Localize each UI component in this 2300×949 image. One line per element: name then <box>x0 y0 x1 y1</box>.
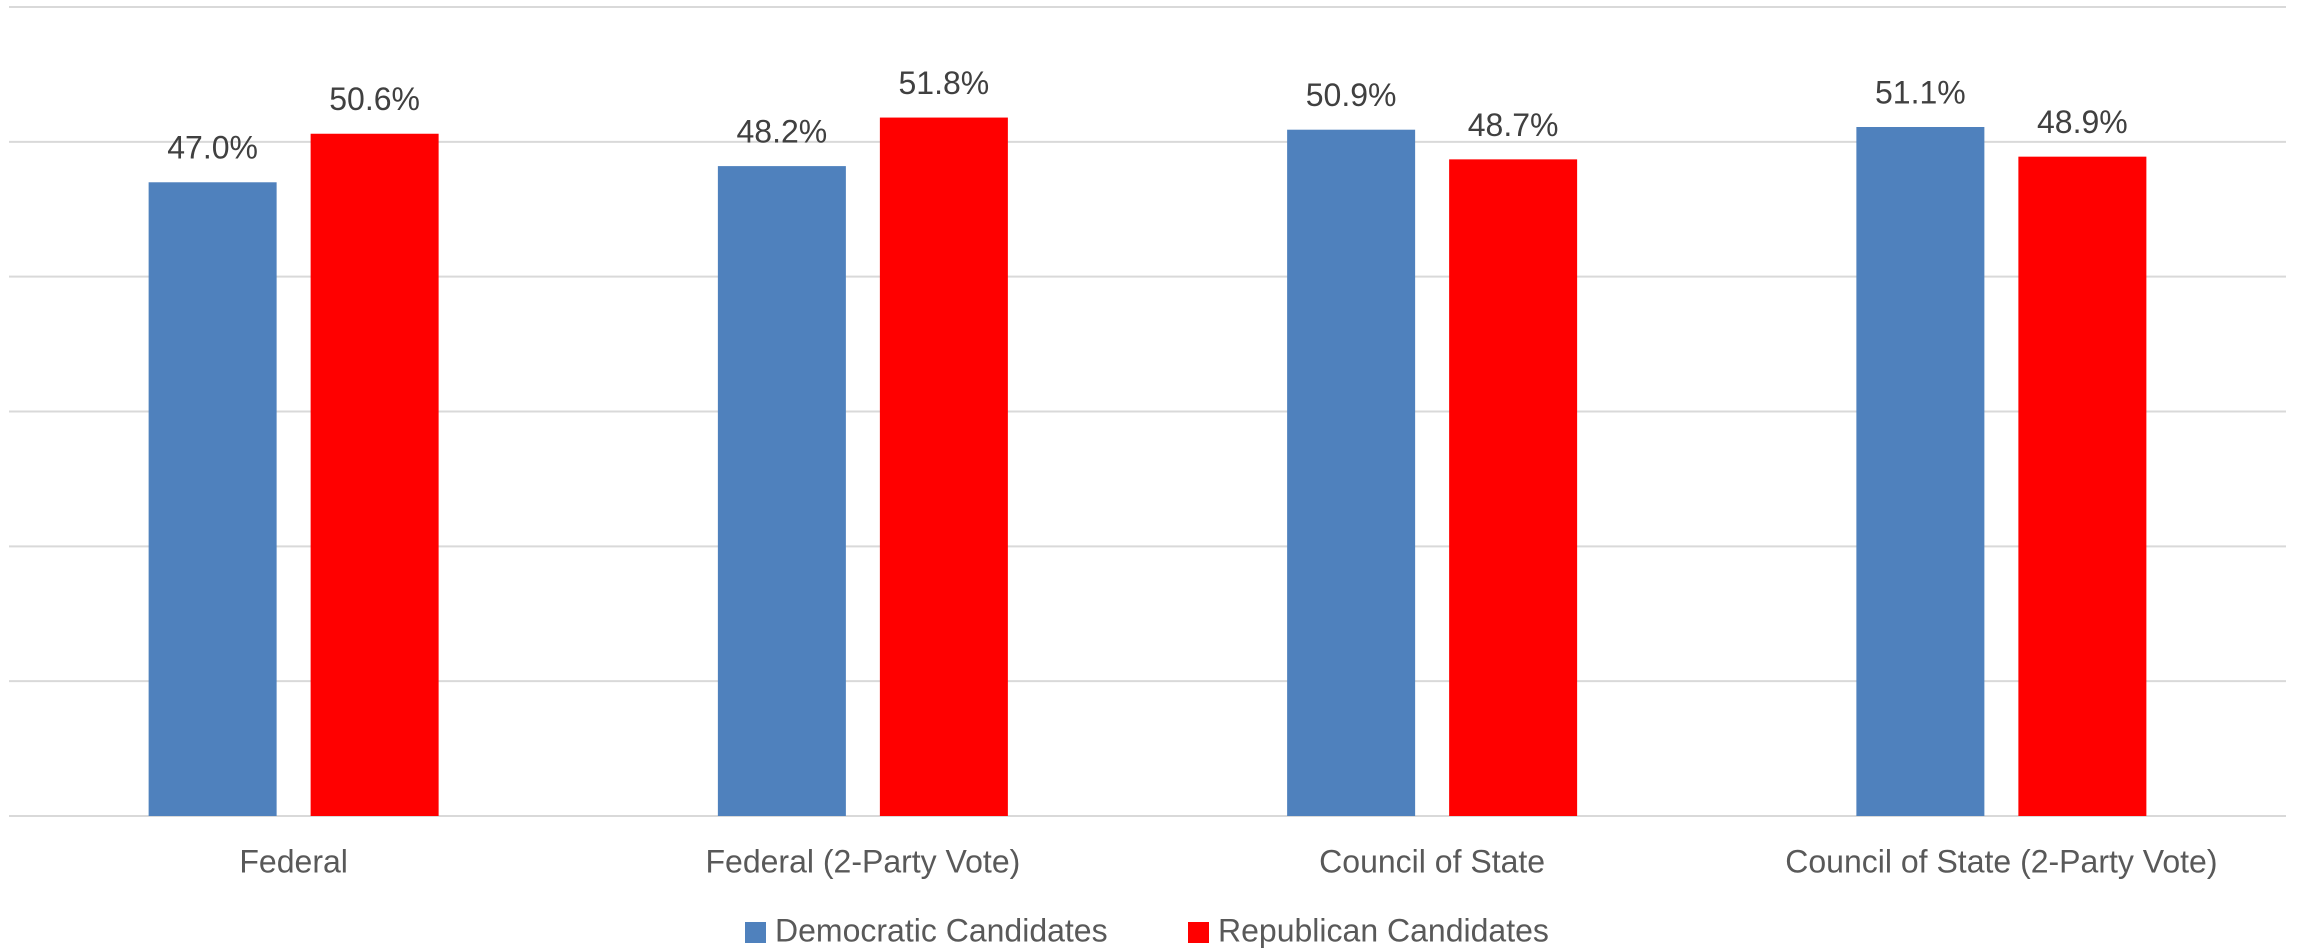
x-tick-label: Council of State <box>1319 843 1545 879</box>
data-label: 48.2% <box>737 114 828 150</box>
data-label: 48.7% <box>1468 107 1559 143</box>
data-label: 50.9% <box>1306 77 1397 113</box>
data-label: 51.8% <box>899 65 990 101</box>
legend-label: Republican Candidates <box>1218 912 1549 948</box>
bar <box>1449 159 1578 816</box>
legend-swatch <box>745 922 766 943</box>
x-tick-label: Federal <box>239 843 348 879</box>
bar <box>1856 127 1985 817</box>
bar <box>1287 129 1416 816</box>
legend-swatch <box>1188 922 1209 943</box>
data-label: 51.1% <box>1875 74 1966 110</box>
bar <box>717 166 846 816</box>
bar <box>2018 156 2147 817</box>
x-tick-label: Council of State (2-Party Vote) <box>1785 843 2217 879</box>
x-tick-label: Federal (2-Party Vote) <box>705 843 1020 879</box>
legend-label: Democratic Candidates <box>775 912 1108 948</box>
bar <box>310 133 439 816</box>
data-label: 48.9% <box>2037 104 2128 140</box>
bar <box>148 182 277 817</box>
bar <box>879 117 1008 816</box>
data-label: 50.6% <box>329 81 420 117</box>
data-label: 47.0% <box>167 130 258 166</box>
